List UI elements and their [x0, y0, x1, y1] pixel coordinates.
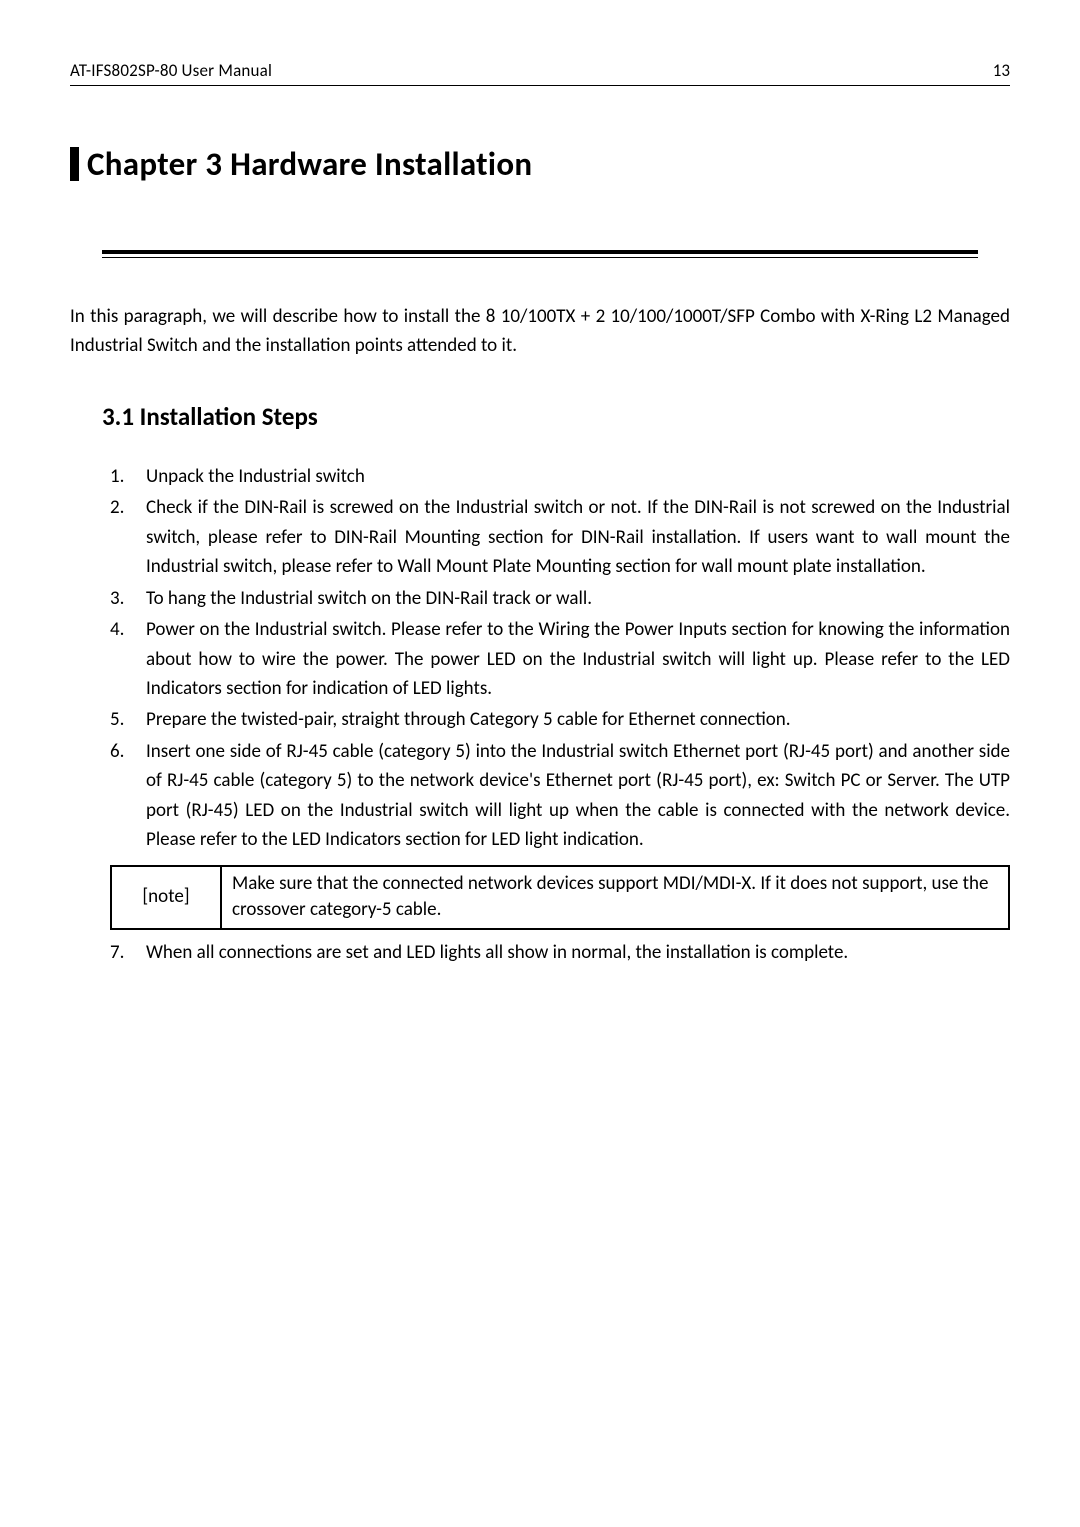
- step-item: Unpack the Industrial switch: [110, 462, 1010, 491]
- note-callout: [note] Make sure that the connected netw…: [110, 865, 1010, 930]
- note-text: Make sure that the connected network dev…: [221, 866, 1009, 929]
- step-item: To hang the Industrial switch on the DIN…: [110, 584, 1010, 613]
- installation-steps-list: Unpack the Industrial switch Check if th…: [110, 462, 1010, 855]
- header-doc-title: AT-IFS802SP-80 User Manual: [70, 60, 272, 81]
- chapter-heading: Chapter 3 Hardware Installation: [70, 144, 1010, 184]
- step-item: Power on the Industrial switch. Please r…: [110, 615, 1010, 703]
- intro-paragraph: In this paragraph, we will describe how …: [70, 302, 1010, 361]
- step-item: Prepare the twisted-pair, straight throu…: [110, 705, 1010, 734]
- step-item: When all connections are set and LED lig…: [110, 938, 1010, 967]
- page-header: AT-IFS802SP-80 User Manual 13: [70, 60, 1010, 86]
- note-label: [note]: [111, 866, 221, 929]
- section-title: 3.1 Installation Steps: [102, 401, 1010, 432]
- chapter-title-text: Chapter 3 Hardware Installation: [87, 144, 532, 184]
- horizontal-double-rule: [102, 250, 978, 258]
- step-item: Insert one side of RJ-45 cable (category…: [110, 737, 1010, 855]
- header-page-number: 13: [993, 60, 1010, 81]
- step-item: Check if the DIN-Rail is screwed on the …: [110, 493, 1010, 581]
- installation-steps-list-continued: When all connections are set and LED lig…: [110, 938, 1010, 967]
- chapter-bar-icon: [70, 147, 79, 181]
